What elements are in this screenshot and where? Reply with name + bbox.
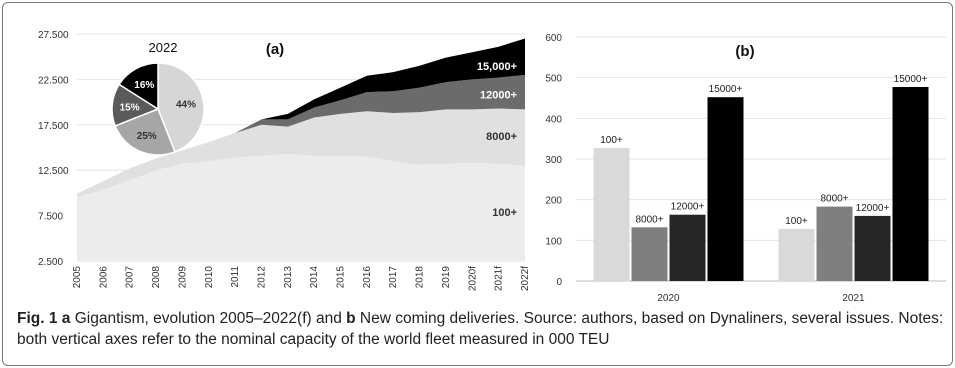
a-xtick-label: 2011 (230, 266, 241, 288)
b-xtick-label: 2021 (842, 293, 865, 304)
pie-slice (157, 62, 205, 153)
a-xtick-label: 2016 (362, 266, 373, 289)
chart-a-title: (a) (266, 41, 284, 58)
a-ytick-label: 17.500 (38, 121, 69, 132)
a-ytick-label: 7.500 (38, 212, 63, 223)
area-100 (77, 153, 525, 261)
area-series-label: 15,000+ (477, 61, 517, 73)
area-series-label: 100+ (492, 207, 517, 219)
a-ytick-label: 2.500 (38, 257, 63, 268)
bar-value-label: 12000+ (671, 202, 705, 213)
bar-value-label: 100+ (785, 216, 808, 227)
area-15000 (77, 38, 525, 194)
bar-value-label: 8000+ (820, 194, 848, 205)
bar-2021-100 (778, 228, 815, 281)
a-xtick-label: 2018 (415, 266, 426, 289)
b-ytick-label: 200 (545, 196, 562, 207)
caption-text-2: New coming deliveries. Source: authors, … (17, 310, 944, 348)
a-xtick-label: 2013 (283, 266, 294, 289)
b-ytick-label: 0 (556, 277, 562, 288)
bar-2021-8000 (816, 206, 853, 281)
a-xtick-label: 2006 (98, 266, 109, 289)
a-xtick-label: 2005 (72, 266, 83, 289)
a-ytick-label: 27.500 (38, 30, 69, 41)
bar-value-label: 15000+ (894, 74, 928, 85)
b-ytick-label: 600 (545, 33, 562, 44)
a-xtick-label: 2008 (151, 266, 162, 289)
a-xtick-label: 2015 (336, 266, 347, 289)
caption-a-label: a (61, 310, 71, 327)
b-ytick-label: 400 (545, 114, 562, 125)
pie-slice (118, 62, 159, 111)
a-ytick-label: 12.500 (38, 166, 69, 177)
bar-2021-15000 (892, 87, 929, 281)
pie-slice-label: 16% (134, 80, 154, 91)
pie-slice-label: 15% (120, 102, 140, 113)
caption-fig-label: Fig. 1 (17, 310, 58, 327)
bar-2020-100 (593, 148, 630, 281)
bar-value-label: 100+ (600, 135, 623, 146)
pie-slice-label: 25% (137, 131, 157, 142)
a-xtick-label: 2012 (256, 266, 267, 289)
a-xtick-label: 2010 (204, 266, 215, 289)
a-xtick-label: 2017 (388, 266, 399, 289)
bar-value-label: 12000+ (856, 203, 890, 214)
a-xtick-label: 2014 (309, 266, 320, 289)
area-series-label: 12000+ (480, 89, 517, 101)
b-ytick-label: 500 (545, 74, 562, 85)
a-xtick-label: 2021f (494, 266, 505, 291)
caption-text-1: Gigantism, evolution 2005–2022(f) and (70, 310, 347, 327)
a-xtick-label: 2007 (125, 266, 136, 289)
b-ytick-label: 100 (545, 236, 562, 247)
a-xtick-label: 2022f (520, 266, 531, 291)
chart-b: 0 100 200 300 400 500 600 100+ 8000+ 12000+ 15000… (545, 33, 946, 304)
a-ytick-label: 22.500 (38, 75, 69, 86)
b-ytick-label: 300 (545, 155, 562, 166)
area-12000 (77, 74, 525, 194)
bar-value-label: 15000+ (709, 84, 743, 95)
area-series-label: 8000+ (486, 131, 517, 143)
a-xtick-label: 2009 (177, 266, 188, 289)
pie-slice-label: 44% (176, 100, 196, 111)
bar-2020-15000 (707, 97, 744, 281)
bar-2020-8000 (631, 227, 668, 281)
a-xtick-label: 2019 (441, 266, 452, 289)
chart-a: 2.500 7.500 12.500 17.500 22.500 27.500 2005 2… (38, 30, 531, 291)
b-xtick-label: 2020 (657, 293, 680, 304)
pie-title: 2022 (149, 40, 178, 55)
figure-caption: Fig. 1 a Gigantism, evolution 2005–2022(… (17, 308, 947, 350)
caption-b-label: b (346, 310, 356, 327)
area-8000 (77, 108, 525, 198)
bar-value-label: 8000+ (635, 214, 663, 225)
bar-2020-12000 (669, 214, 706, 281)
chart-b-title: (b) (735, 43, 754, 60)
a-xtick-label: 2020f (467, 266, 478, 291)
bar-2021-12000 (854, 215, 891, 281)
